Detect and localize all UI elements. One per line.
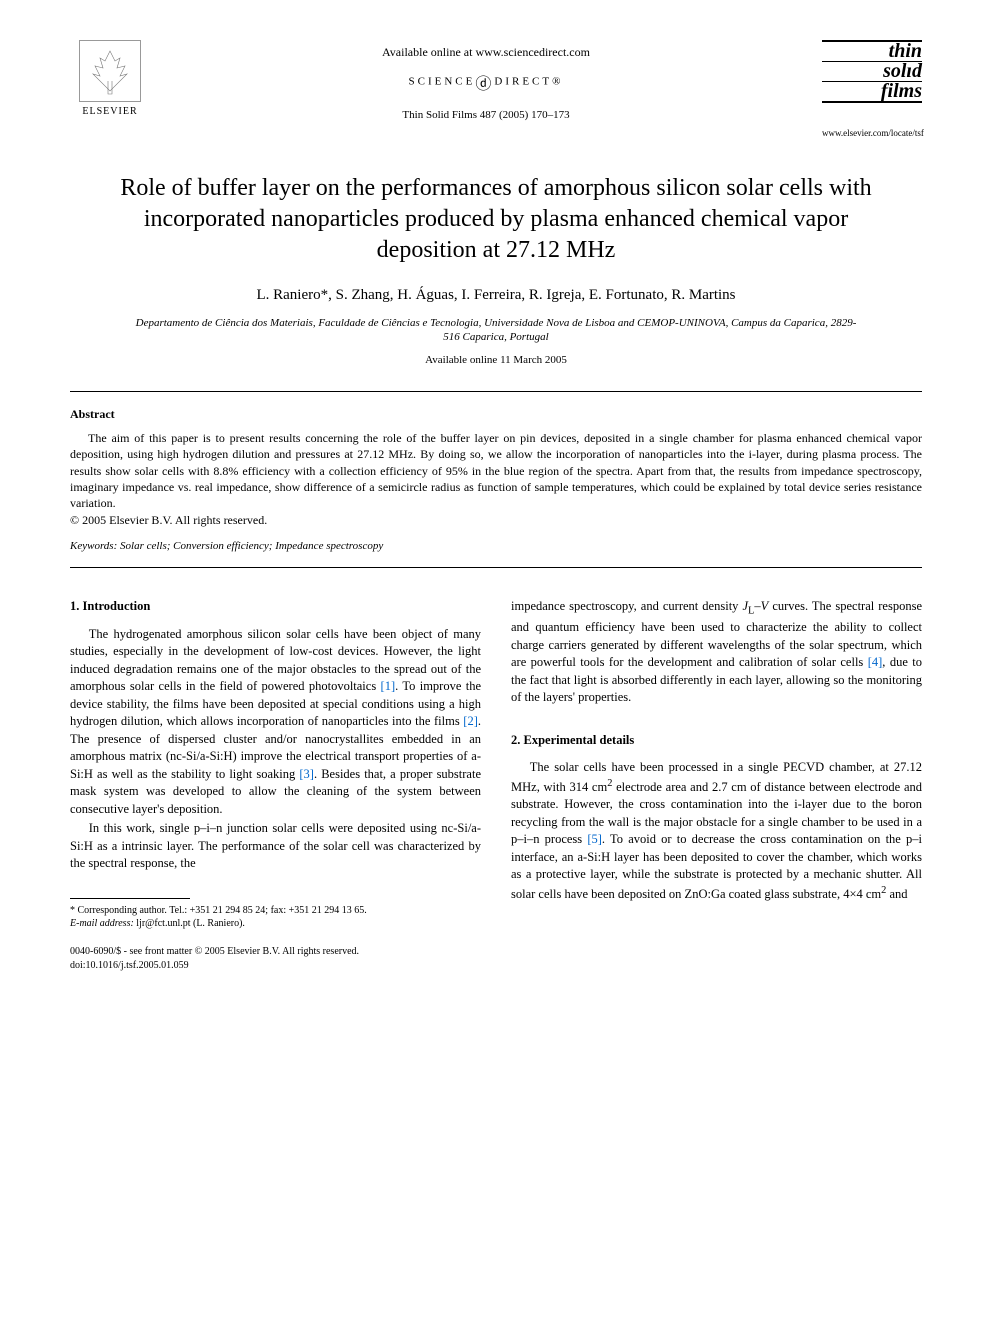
ref-link-5[interactable]: [5] [587,832,602,846]
s2p1d: and [886,887,907,901]
elsevier-tree-icon [79,40,141,102]
tsf-logo-icon: thin solıd films [822,40,922,103]
sciencedirect-logo: SCIENCEⓓDIRECT® [150,70,822,94]
tsf-line1: thin [889,40,922,62]
tsf-url: www.elsevier.com/locate/tsf [822,128,922,138]
elsevier-logo: ELSEVIER [70,40,150,130]
available-date: Available online 11 March 2005 [70,354,922,366]
rule-bottom [70,567,922,568]
sd-left: SCIENCE [409,76,476,88]
jlv-v: –V [754,599,768,613]
keywords-text: Solar cells; Conversion efficiency; Impe… [120,540,383,552]
header-row: ELSEVIER Available online at www.science… [70,40,922,138]
journal-citation: Thin Solid Films 487 (2005) 170–173 [150,109,822,121]
ref-link-1[interactable]: [1] [381,679,396,693]
article-title: Role of buffer layer on the performances… [100,173,892,267]
email-line: E-mail address: ljr@fct.unl.pt (L. Ranie… [70,917,481,930]
left-column: 1. Introduction The hydrogenated amorpho… [70,598,481,973]
right-column: impedance spectroscopy, and current dens… [511,598,922,973]
abstract-text: The aim of this paper is to present resu… [70,430,922,511]
section1-heading: 1. Introduction [70,598,481,616]
elsevier-label: ELSEVIER [82,106,137,117]
authors: L. Raniero*, S. Zhang, H. Águas, I. Ferr… [70,287,922,304]
section1-para3: impedance spectroscopy, and current dens… [511,598,922,707]
abstract-heading: Abstract [70,407,922,422]
tsf-line2: solıd [883,60,922,82]
sd-circle-icon: ⓓ [475,70,494,94]
abstract-copyright: © 2005 Elsevier B.V. All rights reserved… [70,513,922,528]
ref-link-4[interactable]: [4] [868,655,883,669]
rule-top [70,391,922,392]
section1-para2: In this work, single p–i–n junction sola… [70,820,481,873]
ref-link-3[interactable]: [3] [299,767,314,781]
footer-line2: doi:10.1016/j.tsf.2005.01.059 [70,959,481,973]
section2-para1: The solar cells have been processed in a… [511,759,922,903]
body-columns: 1. Introduction The hydrogenated amorpho… [70,598,922,973]
journal-logo: thin solıd films www.elsevier.com/locate… [822,40,922,138]
footnote-separator [70,898,190,899]
email-address: ljr@fct.unl.pt (L. Raniero). [136,918,245,929]
ref-link-2[interactable]: [2] [463,714,478,728]
available-online-text: Available online at www.sciencedirect.co… [150,45,822,60]
footer-line1: 0040-6090/$ - see front matter © 2005 El… [70,945,481,959]
section2-heading: 2. Experimental details [511,732,922,750]
corresponding-author: * Corresponding author. Tel.: +351 21 29… [70,904,481,917]
footer: 0040-6090/$ - see front matter © 2005 El… [70,945,481,973]
keywords: Keywords: Solar cells; Conversion effici… [70,540,922,552]
section1-para1: The hydrogenated amorphous silicon solar… [70,626,481,819]
email-label: E-mail address: [70,918,134,929]
sd-right: DIRECT® [494,76,563,88]
header-center: Available online at www.sciencedirect.co… [150,40,822,121]
keywords-label: Keywords: [70,540,117,552]
affiliation: Departamento de Ciência dos Materiais, F… [130,316,862,345]
s1p3a: impedance spectroscopy, and current dens… [511,599,742,613]
tsf-line3: films [881,80,922,102]
